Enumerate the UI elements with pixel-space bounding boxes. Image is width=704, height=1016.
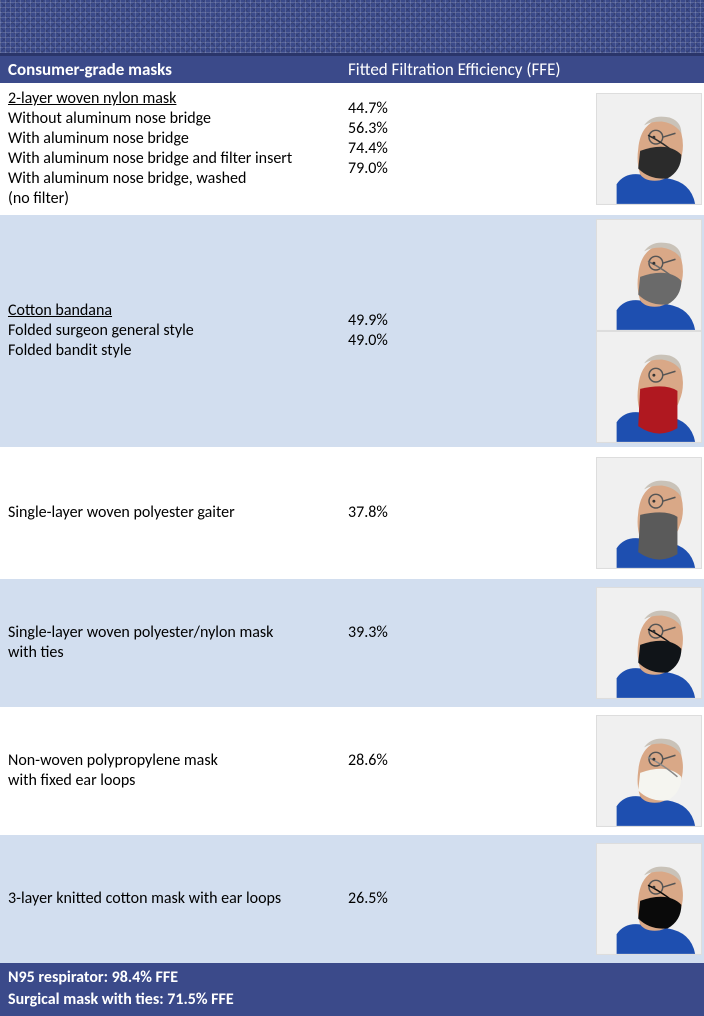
table-row: Cotton bandanaFolded surgeon general sty… bbox=[0, 215, 704, 447]
row-title: Cotton bandana bbox=[8, 301, 348, 321]
row-value: 37.8% bbox=[348, 503, 528, 523]
footer-line-1: N95 respirator: 98.4% FFE bbox=[8, 967, 696, 989]
row-value: 74.4% bbox=[348, 139, 528, 159]
row-values: 26.5% bbox=[348, 889, 528, 909]
row-images bbox=[528, 457, 704, 569]
table-header: Consumer-grade masks Fitted Filtration E… bbox=[0, 56, 704, 83]
row-labels: Non-woven polypropylene maskwith fixed e… bbox=[8, 751, 348, 791]
mask-photo bbox=[596, 587, 702, 699]
row-value: 56.3% bbox=[348, 119, 528, 139]
row-value bbox=[348, 771, 528, 791]
row-value bbox=[348, 643, 528, 663]
row-labels: Single-layer woven polyester gaiter bbox=[8, 503, 348, 523]
row-label-line: 3-layer knitted cotton mask with ear loo… bbox=[8, 889, 348, 909]
table-footer: N95 respirator: 98.4% FFE Surgical mask … bbox=[0, 963, 704, 1016]
row-labels: 3-layer knitted cotton mask with ear loo… bbox=[8, 889, 348, 909]
row-value: 79.0% bbox=[348, 159, 528, 179]
row-label-line: Single-layer woven polyester/nylon mask bbox=[8, 623, 348, 643]
mask-photo bbox=[596, 715, 702, 827]
row-label-line: (no filter) bbox=[8, 189, 348, 209]
mask-photo bbox=[596, 219, 702, 331]
row-images bbox=[528, 843, 704, 955]
row-label-line: Non-woven polypropylene mask bbox=[8, 751, 348, 771]
row-value: 28.6% bbox=[348, 751, 528, 771]
row-images bbox=[528, 715, 704, 827]
table-row: 2-layer woven nylon maskWithout aluminum… bbox=[0, 83, 704, 215]
row-labels: 2-layer woven nylon maskWithout aluminum… bbox=[8, 89, 348, 209]
row-values: 37.8% bbox=[348, 503, 528, 523]
mask-photo bbox=[596, 457, 702, 569]
row-label-line: Folded surgeon general style bbox=[8, 321, 348, 341]
header-right: Fitted Filtration Efficiency (FFE) bbox=[348, 59, 696, 80]
row-label-line: Without aluminum nose bridge bbox=[8, 109, 348, 129]
row-value bbox=[348, 179, 528, 199]
top-banner bbox=[0, 0, 704, 56]
row-values: 39.3% bbox=[348, 623, 528, 663]
header-left: Consumer-grade masks bbox=[8, 59, 348, 80]
row-value: 49.9% bbox=[348, 311, 528, 331]
row-label-line: Single-layer woven polyester gaiter bbox=[8, 503, 348, 523]
row-images bbox=[528, 587, 704, 699]
row-images bbox=[528, 219, 704, 443]
mask-photo bbox=[596, 843, 702, 955]
mask-photo bbox=[596, 93, 702, 205]
table-row: Single-layer woven polyester gaiter37.8% bbox=[0, 447, 704, 579]
row-label-line: With aluminum nose bridge and filter ins… bbox=[8, 149, 348, 169]
row-values: 28.6% bbox=[348, 751, 528, 791]
row-label-line: With aluminum nose bridge bbox=[8, 129, 348, 149]
table-body: 2-layer woven nylon maskWithout aluminum… bbox=[0, 83, 704, 963]
row-images bbox=[528, 93, 704, 205]
table-row: 3-layer knitted cotton mask with ear loo… bbox=[0, 835, 704, 963]
row-label-line: with fixed ear loops bbox=[8, 771, 348, 791]
row-label-line: With aluminum nose bridge, washed bbox=[8, 169, 348, 189]
row-value: 44.7% bbox=[348, 99, 528, 119]
mask-photo bbox=[596, 331, 702, 443]
footer-line-2: Surgical mask with ties: 71.5% FFE bbox=[8, 989, 696, 1011]
row-label-line: Folded bandit style bbox=[8, 341, 348, 361]
row-labels: Cotton bandanaFolded surgeon general sty… bbox=[8, 301, 348, 361]
row-title: 2-layer woven nylon mask bbox=[8, 89, 348, 109]
row-values: 49.9%49.0% bbox=[348, 311, 528, 351]
table-row: Single-layer woven polyester/nylon maskw… bbox=[0, 579, 704, 707]
table-row: Non-woven polypropylene maskwith fixed e… bbox=[0, 707, 704, 835]
row-values: 44.7%56.3%74.4%79.0% bbox=[348, 99, 528, 199]
row-label-line: with ties bbox=[8, 643, 348, 663]
row-value: 39.3% bbox=[348, 623, 528, 643]
row-value: 49.0% bbox=[348, 331, 528, 351]
row-value: 26.5% bbox=[348, 889, 528, 909]
row-labels: Single-layer woven polyester/nylon maskw… bbox=[8, 623, 348, 663]
